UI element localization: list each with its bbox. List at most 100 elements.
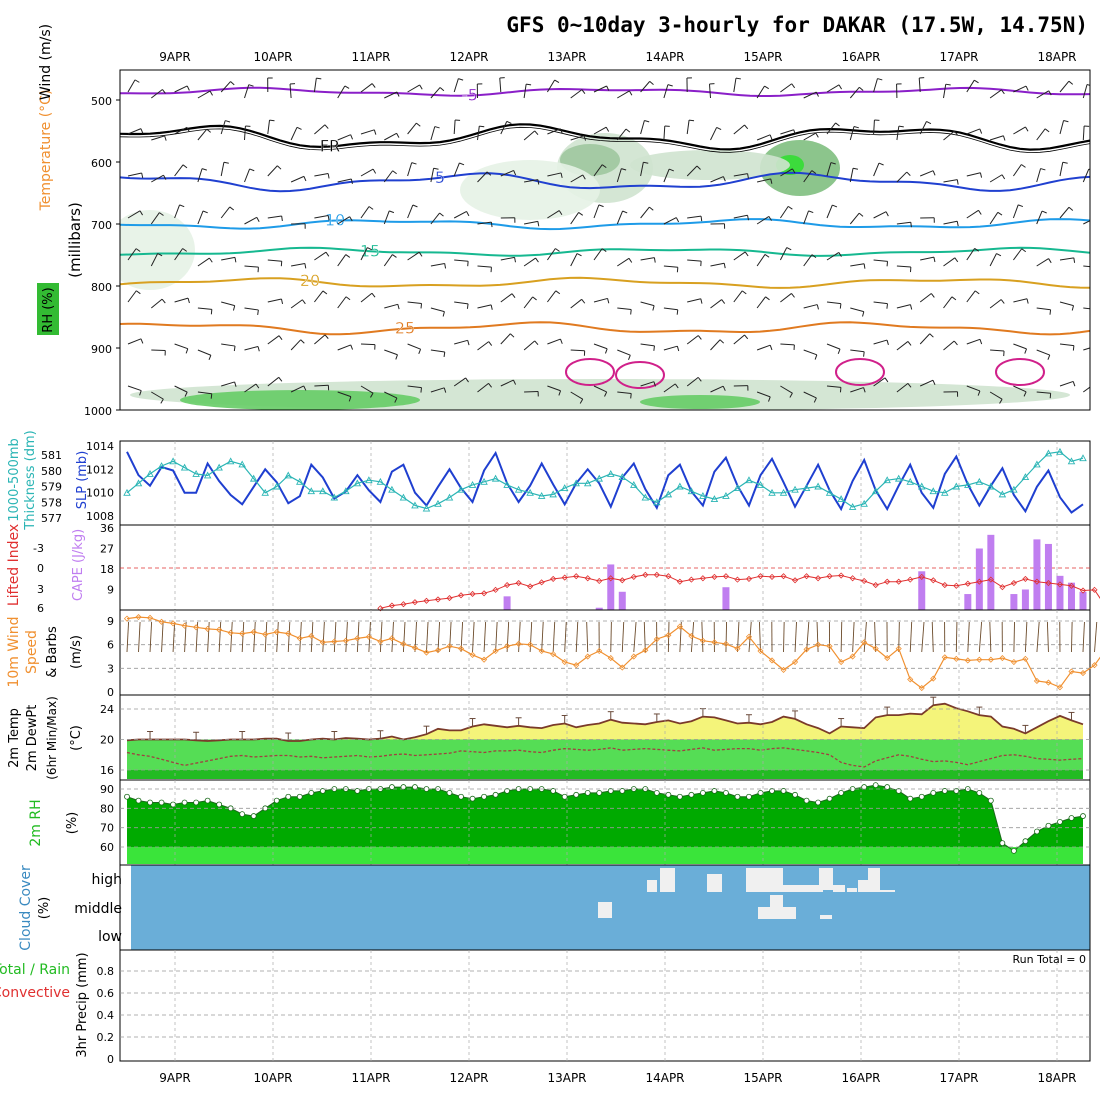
thickness-marker	[399, 493, 408, 501]
upper-wind-barb	[337, 178, 352, 183]
upper-wind-barb-flag	[1021, 164, 1026, 168]
rh-marker	[170, 801, 176, 808]
surface-wind-barb	[472, 621, 475, 653]
rh-marker	[319, 788, 326, 794]
upper-wind-barb	[1013, 343, 1027, 350]
rh-marker	[1010, 847, 1017, 854]
upper-wind-barb-flag	[945, 83, 951, 86]
upper-bg	[120, 70, 1090, 410]
lifted-index-marker	[596, 577, 603, 585]
rh-marker	[757, 789, 764, 796]
thickness-marker	[687, 487, 696, 495]
upper-wind-barb	[360, 385, 374, 394]
upper-wind-barb	[523, 84, 527, 99]
wind-speed-marker	[826, 643, 833, 650]
upper-wind-barb	[267, 215, 282, 219]
upper-wind-barb	[221, 301, 235, 307]
upper-wind-barb-flag	[420, 387, 423, 393]
thickness-marker	[146, 469, 154, 477]
upper-wind-barb-flag	[372, 168, 377, 174]
upper-wind-barb-flag	[741, 290, 747, 295]
upper-wind-barb	[1036, 349, 1050, 356]
lifted-index-marker	[377, 605, 384, 612]
upper-wind-barb	[174, 248, 184, 261]
upper-wind-barb-flag	[1095, 384, 1098, 388]
upper-wind-barb-flag	[255, 383, 260, 389]
wind-speed-marker	[838, 658, 845, 666]
lifted-index-tick-label: 0	[37, 562, 44, 575]
upper-wind-barb	[756, 215, 770, 225]
upper-wind-barb-flag	[350, 178, 353, 184]
upper-air-panel: -5 FR 5 10 15 20 25 500 600 700 800 900 1000 (milliba…	[37, 24, 1098, 418]
upper-wind-barb	[360, 247, 368, 261]
upper-wind-barb	[1059, 80, 1070, 93]
wind-speed-marker	[642, 647, 649, 654]
upper-wind-barb-flag	[209, 257, 213, 263]
surface-wind-barb	[276, 621, 279, 653]
cloud-cell	[707, 874, 722, 892]
wind-speed-marker	[400, 640, 407, 647]
upper-wind-barb	[430, 307, 445, 313]
upper-wind-barb	[453, 377, 466, 387]
upper-wind-barb	[1083, 307, 1090, 310]
rh-marker	[792, 791, 798, 798]
chart-title: GFS 0~10day 3-hourly for DAKAR (17.5W, 1…	[506, 13, 1088, 37]
thickness-marker	[733, 484, 742, 492]
upper-wind-barb-flag	[555, 248, 560, 252]
upper-wind-barb	[826, 162, 832, 177]
surface-wind-barb	[840, 621, 843, 653]
lifted-index-marker	[469, 590, 476, 598]
upper-wind-barb-flag	[439, 212, 444, 217]
upper-wind-barb	[943, 179, 958, 183]
wind-speed-marker	[1091, 662, 1098, 669]
rh-marker	[953, 788, 960, 794]
upper-wind-barb-flag	[186, 85, 190, 91]
thickness-marker	[929, 487, 938, 495]
rh-marker	[273, 797, 280, 804]
surface-wind-barb	[138, 621, 141, 653]
upper-wind-barb-flag	[700, 298, 703, 304]
rh-tick-label: 70	[100, 822, 114, 835]
upper-wind-barb	[1036, 168, 1042, 183]
lifted-index-marker	[642, 571, 649, 578]
upper-wind-barb	[1013, 298, 1028, 303]
upper-wind-barb	[663, 84, 669, 99]
wind-speed-marker	[1033, 677, 1040, 685]
upper-wind-barb-flag	[621, 168, 627, 171]
pressure-tick-label: 900	[91, 343, 112, 356]
upper-wind-barb	[430, 349, 445, 353]
thickness-marker	[261, 488, 269, 496]
upper-wind-barb	[1059, 380, 1074, 387]
thickness-marker	[388, 485, 396, 493]
upper-wind-barb	[873, 339, 888, 345]
upper-wind-barb	[896, 304, 911, 309]
upper-wind-barb-flag	[676, 346, 680, 352]
lifted-index-marker	[734, 576, 741, 583]
upper-wind-barb-flag	[598, 204, 604, 208]
lifted-index-marker	[457, 592, 465, 599]
upper-wind-barb-flag	[622, 210, 628, 214]
upper-wind-barb	[127, 338, 142, 345]
upper-wind-barb	[780, 168, 793, 177]
upper-wind-barb	[453, 78, 459, 93]
upper-wind-barb-flag	[1062, 161, 1068, 164]
rh-legend-swatch	[37, 283, 59, 335]
upper-wind-barb	[407, 385, 422, 389]
upper-wind-barb	[733, 251, 746, 261]
upper-wind-barb	[500, 293, 513, 303]
upper-wind-barb-flag	[808, 210, 814, 214]
thickness-title-label: 1000-500mb	[7, 438, 22, 522]
upper-wind-barb	[826, 204, 833, 219]
wind-speed-marker	[999, 655, 1006, 662]
lifted-index-label: Lifted Index	[6, 524, 22, 606]
cape-frame	[119, 524, 1091, 611]
upper-wind-barb	[803, 210, 810, 225]
upper-wind-barb	[267, 120, 271, 135]
rh-marker	[250, 813, 257, 819]
upper-wind-barb-flag	[576, 253, 582, 257]
wind-speed-marker	[1056, 684, 1064, 691]
isotherm-label: FR	[320, 136, 340, 155]
upper-wind-barb	[221, 381, 235, 387]
temperature-panel: 16 20 24 2m Temp 2m DewPt (6hr Min/Max) (°C)	[7, 694, 1091, 781]
upper-wind-barb	[710, 176, 724, 183]
